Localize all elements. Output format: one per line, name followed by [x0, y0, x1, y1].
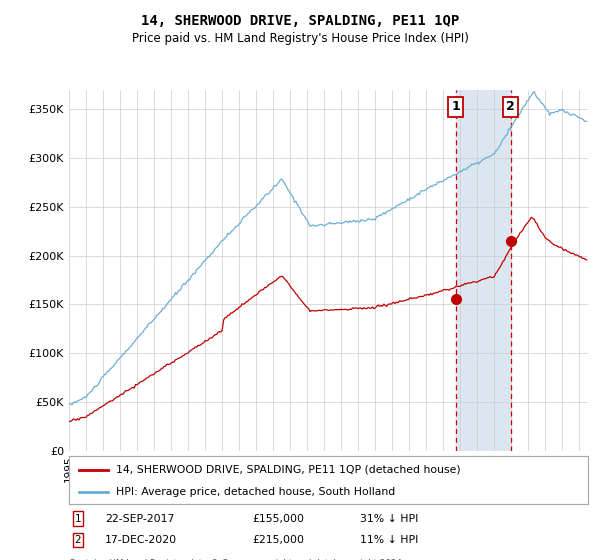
Text: 1: 1 — [74, 514, 82, 524]
Text: 11% ↓ HPI: 11% ↓ HPI — [360, 535, 418, 545]
Bar — [580, 90, 588, 451]
Text: HPI: Average price, detached house, South Holland: HPI: Average price, detached house, Sout… — [116, 487, 395, 497]
Text: 2: 2 — [74, 535, 82, 545]
Text: 31% ↓ HPI: 31% ↓ HPI — [360, 514, 418, 524]
Bar — [455, 90, 511, 451]
Text: 14, SHERWOOD DRIVE, SPALDING, PE11 1QP (detached house): 14, SHERWOOD DRIVE, SPALDING, PE11 1QP (… — [116, 465, 460, 475]
Text: Contains HM Land Registry data © Crown copyright and database right 2024.
This d: Contains HM Land Registry data © Crown c… — [69, 559, 404, 560]
Text: 1: 1 — [451, 100, 460, 114]
Text: 2: 2 — [506, 100, 515, 114]
Text: Price paid vs. HM Land Registry's House Price Index (HPI): Price paid vs. HM Land Registry's House … — [131, 32, 469, 45]
Text: 22-SEP-2017: 22-SEP-2017 — [105, 514, 175, 524]
Text: £215,000: £215,000 — [252, 535, 304, 545]
Text: £155,000: £155,000 — [252, 514, 304, 524]
Text: 17-DEC-2020: 17-DEC-2020 — [105, 535, 177, 545]
Text: 14, SHERWOOD DRIVE, SPALDING, PE11 1QP: 14, SHERWOOD DRIVE, SPALDING, PE11 1QP — [141, 14, 459, 28]
